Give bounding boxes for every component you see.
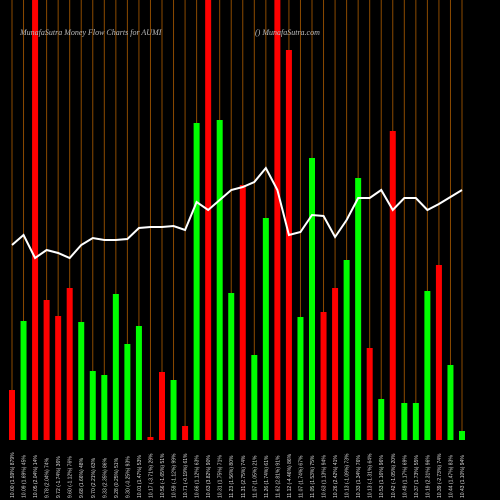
x-tick-label: 11.31 (2.75%) 74% (241, 455, 247, 498)
bar (401, 403, 408, 440)
x-tick-label: 10.66 (1.12%) 63% (195, 455, 201, 498)
x-tick-label: 9.33 (2.35%) 86% (102, 457, 108, 498)
bar (309, 158, 315, 440)
x-tick-label: 10.63 (1.13%) 94% (322, 455, 328, 498)
x-tick-label: 10.26 (2.42%) 41% (333, 455, 339, 498)
x-tick-label: 11.12 (-4.46%) 86% (287, 453, 293, 498)
x-tick-label: 10.05 (2.04%) 14% (33, 455, 39, 498)
bar (228, 293, 235, 440)
bar (124, 344, 131, 440)
bar (274, 0, 281, 440)
bar (78, 322, 85, 440)
bars (9, 0, 465, 440)
x-tick-label: 10.33 (1.34%) 76% (356, 455, 362, 498)
bar (378, 399, 385, 440)
bar (147, 437, 154, 440)
bar (66, 288, 73, 440)
bar (239, 185, 246, 440)
bar (366, 348, 373, 440)
x-tick-label: 10.56 (-1.65%) 51% (160, 453, 166, 498)
bar (251, 355, 258, 440)
x-tick-label: 10.44 (1.47%) 83% (448, 455, 454, 498)
bar (20, 321, 27, 440)
chart-subtitle: () MunafaSutra.com (255, 28, 320, 37)
bar (320, 312, 327, 440)
bar (159, 372, 165, 440)
bar (216, 120, 223, 440)
x-tick-label: 9.28 (0.25%) 51% (114, 457, 120, 498)
bar (435, 265, 442, 440)
bar (205, 0, 212, 440)
money-flow-line (11, 166, 463, 260)
bar (55, 316, 62, 440)
bar (332, 288, 339, 440)
x-tick-label: 10.37 (1.73%) 55% (414, 455, 420, 498)
bar (43, 300, 50, 440)
x-tick-label: 10.49 (1.17%) 69% (402, 455, 408, 498)
bar (412, 403, 419, 440)
bar (89, 371, 96, 440)
bar (424, 291, 431, 440)
x-tick-label: 10.53 (1.16%) 96% (379, 455, 385, 498)
x-tick-label: 10.13 (-1.31%) 64% (368, 453, 374, 498)
bar (389, 131, 396, 440)
x-tick-label: 10.43 (1.10%) 94% (460, 455, 466, 498)
bar (355, 178, 362, 440)
x-tick-label: 10.39 (-2.73%) 74% (437, 453, 443, 498)
bar (285, 50, 292, 440)
x-tick-label: 10.17 (-3.71%) 29% (148, 453, 154, 498)
x-tick-label: 11.62 (2.81%) 91% (275, 455, 281, 498)
x-tick-label: 11.07 (1.74%) 67% (298, 455, 304, 498)
bar (135, 326, 142, 440)
bar (193, 123, 200, 440)
x-tick-label: 9.60 (-1.12%) 76% (68, 456, 74, 498)
bar (9, 390, 15, 440)
bar (182, 426, 189, 440)
x-tick-label: 10.09 (1.69%) 45% (22, 455, 28, 498)
bar (32, 0, 39, 440)
x-tick-label: 11.23 (1.56%) 80% (229, 455, 235, 498)
bar (297, 317, 304, 440)
x-tick-label: 10.71 (-0.19%) 61% (183, 453, 189, 498)
x-tick-label: 9.68 (1.66%) 48% (79, 457, 85, 498)
bar (101, 375, 108, 440)
x-tick-label: 9.78 (2.04%) 74% (45, 457, 51, 498)
bar (343, 260, 350, 440)
bar (447, 365, 454, 440)
chart-title: MunafaSutra Money Flow Charts for AUMI (19, 28, 162, 37)
bar (170, 380, 177, 440)
x-tick-label: 10.63 (3.82%) 90% (206, 455, 212, 498)
x-tick-label: 10.00 (1.59%) 879% (10, 452, 16, 498)
x-tick-label: 9.72 (-1.74%) 36% (56, 456, 62, 498)
x-tick-label: 11.05 (1.53%) 75% (310, 455, 316, 498)
x-tick-label: 9.70 (2.21%) 63% (91, 457, 97, 498)
x-tick-label: 10.19 (2.31%) 96% (425, 455, 431, 498)
x-tick-label: 10.59 (-1.12%) 99% (172, 453, 178, 498)
x-tick-label: 10.42 (-1.05%) 20% (391, 453, 397, 498)
x-tick-label: 11.26 (1.74%) 61% (264, 455, 270, 498)
x-tick-label: 9.30 (-0.25%) 93% (125, 456, 131, 498)
bar (112, 294, 119, 440)
x-tick-label: 11.07 (1.05%) 21% (252, 455, 258, 498)
x-tick-label: 10.31 (1.75%) 71% (218, 455, 224, 498)
bar (262, 218, 269, 440)
bar (459, 431, 465, 440)
x-tick-label: 10.13 (-1.09%) 73% (345, 453, 351, 498)
x-tick-label: 10.01 (1.47%) 53% (137, 455, 143, 498)
